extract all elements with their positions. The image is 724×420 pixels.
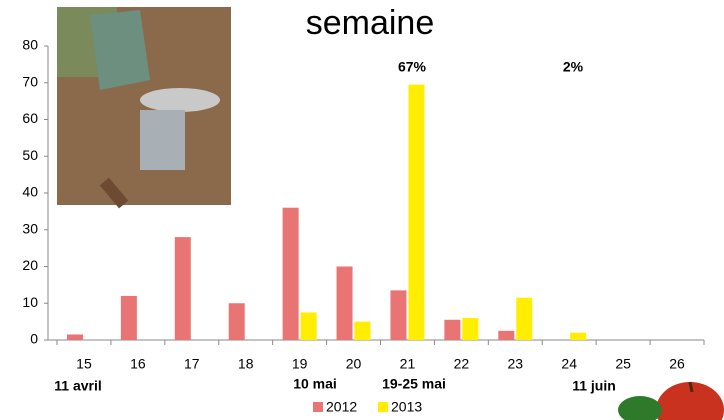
legend-swatch	[313, 402, 323, 412]
date-label: 11 juin	[572, 378, 616, 394]
y-tick-label: 80	[22, 37, 38, 53]
x-tick-label: 15	[76, 356, 92, 372]
x-tick-label: 16	[130, 356, 146, 372]
bar	[444, 320, 460, 340]
chart-title: semaine	[306, 4, 435, 42]
bar	[283, 208, 299, 340]
x-tick-label: 18	[238, 356, 254, 372]
annotation: 2%	[563, 59, 584, 75]
apple	[618, 382, 724, 420]
x-tick-label: 20	[346, 356, 362, 372]
bar	[229, 303, 245, 340]
bar	[408, 85, 424, 340]
page: semaine 67% 2% 11 avril 10 mai 19-25 mai…	[0, 0, 724, 420]
photo	[57, 7, 231, 208]
bar	[175, 237, 191, 340]
legend-swatch	[378, 402, 388, 412]
bar	[67, 334, 83, 340]
bar	[462, 318, 478, 340]
date-label: 11 avril	[54, 378, 102, 394]
date-label: 10 mai	[293, 376, 337, 392]
chart: semaine 67% 2% 11 avril 10 mai 19-25 mai…	[0, 0, 724, 420]
y-tick-label: 50	[22, 147, 38, 163]
y-tick-label: 0	[30, 331, 38, 347]
legend-label: 2013	[391, 399, 422, 415]
x-tick-label: 24	[561, 356, 577, 372]
x-tick-label: 25	[615, 356, 631, 372]
bar	[355, 322, 371, 340]
bar	[498, 331, 514, 340]
y-tick-label: 40	[22, 184, 38, 200]
x-tick-label: 19	[292, 356, 308, 372]
x-tick-label: 22	[454, 356, 470, 372]
x-tick-label: 23	[508, 356, 524, 372]
bar	[337, 267, 353, 341]
y-tick-label: 10	[22, 294, 38, 310]
y-tick-label: 60	[22, 110, 38, 126]
y-tick-label: 70	[22, 73, 38, 89]
bar	[570, 333, 586, 340]
bar	[301, 312, 317, 340]
bar	[516, 298, 532, 340]
x-tick-label: 21	[400, 356, 416, 372]
legend-label: 2012	[326, 399, 357, 415]
x-tick-label: 26	[669, 356, 685, 372]
date-label: 19-25 mai	[382, 376, 446, 392]
y-tick-label: 20	[22, 257, 38, 273]
y-tick-label: 30	[22, 220, 38, 236]
x-tick-label: 17	[184, 356, 200, 372]
bar	[390, 290, 406, 340]
bar	[121, 296, 137, 340]
annotation: 67%	[398, 59, 427, 75]
